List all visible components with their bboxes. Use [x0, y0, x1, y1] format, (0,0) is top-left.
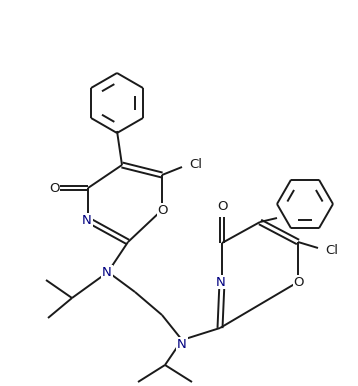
- Text: Cl: Cl: [325, 244, 338, 257]
- Text: N: N: [102, 266, 112, 279]
- Text: O: O: [158, 203, 168, 217]
- Text: O: O: [294, 276, 304, 288]
- Text: Cl: Cl: [189, 159, 202, 171]
- Text: O: O: [49, 181, 59, 195]
- Text: N: N: [82, 213, 92, 227]
- Text: O: O: [217, 200, 227, 213]
- Text: N: N: [177, 338, 187, 351]
- Text: N: N: [216, 276, 226, 288]
